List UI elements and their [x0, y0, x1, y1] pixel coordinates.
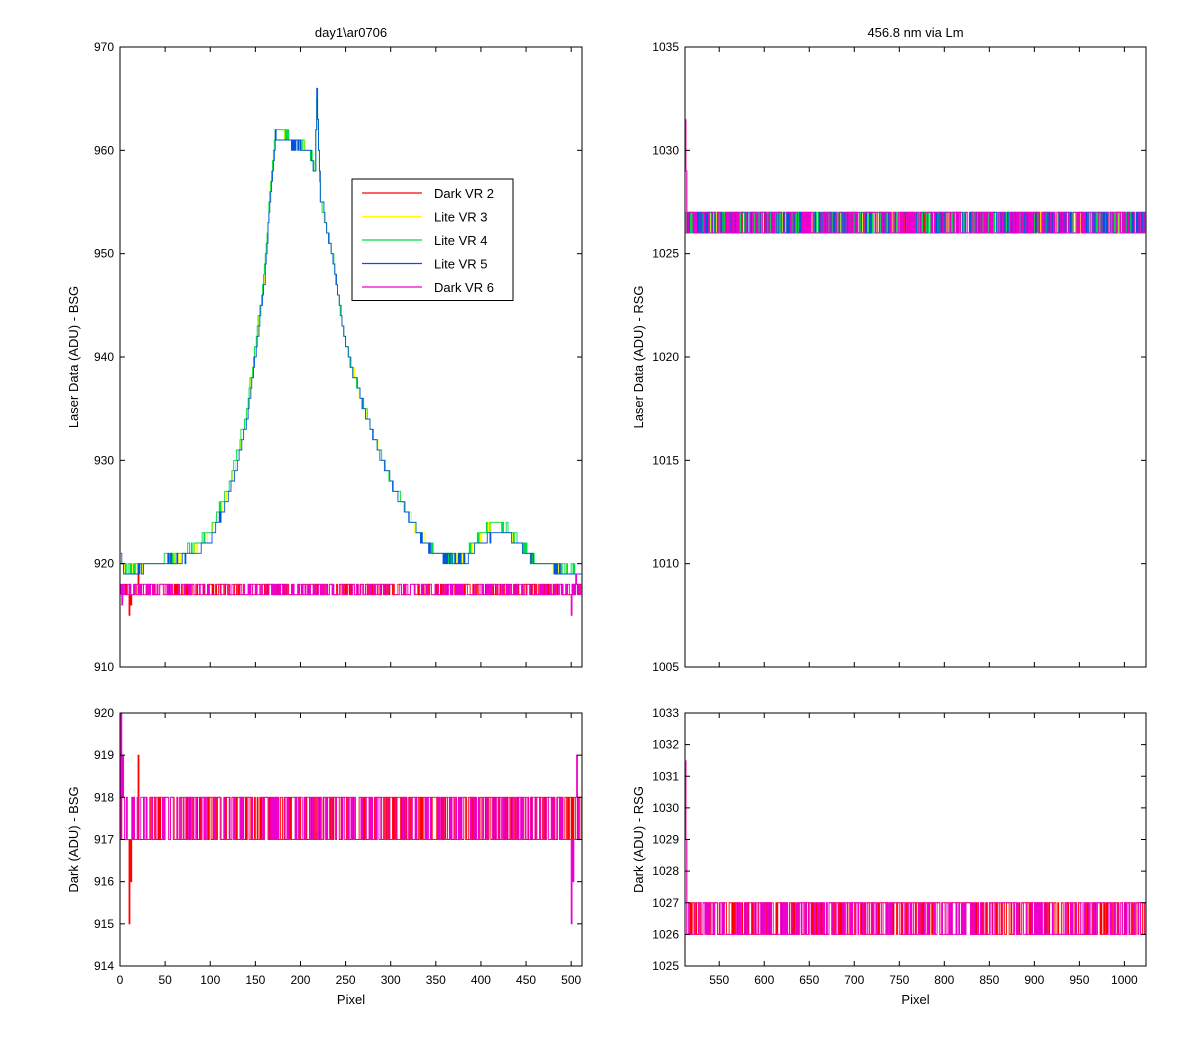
x-axis-label: Pixel [901, 992, 929, 1007]
y-tick-label: 918 [94, 790, 114, 804]
series-line-dark-vr-6 [685, 759, 1146, 935]
series-group [685, 118, 1146, 234]
legend-label-lite-vr-5: Lite VR 5 [434, 257, 487, 272]
legend-label-dark-vr-6: Dark VR 6 [434, 280, 494, 295]
x-tick-label: 550 [709, 973, 729, 987]
series-group [685, 759, 1146, 935]
x-tick-label: 900 [1024, 973, 1044, 987]
y-tick-label: 1025 [652, 959, 679, 973]
y-tick-label: 920 [94, 557, 114, 571]
x-tick-label: 300 [381, 973, 401, 987]
y-tick-label: 1026 [652, 927, 679, 941]
legend-label-lite-vr-3: Lite VR 3 [434, 210, 487, 225]
y-tick-label: 1027 [652, 896, 679, 910]
x-tick-label: 200 [290, 973, 310, 987]
chart-panel-bottom-right: 1025 1026 1027 1028 1029 1030 1031 1032 1033 550 6… [631, 706, 1147, 1007]
x-tick-label: 450 [516, 973, 536, 987]
series-line-dark-vr-6 [120, 713, 582, 925]
series-line-dark-vr-6 [685, 118, 1146, 234]
x-tick-label: 850 [979, 973, 999, 987]
y-tick-label: 970 [94, 40, 114, 54]
x-tick-label: 250 [336, 973, 356, 987]
y-tick-label: 1029 [652, 833, 679, 847]
y-tick-label: 940 [94, 350, 114, 364]
x-tick-label: 100 [200, 973, 220, 987]
y-tick-label: 1028 [652, 864, 679, 878]
y-tick-label: 916 [94, 875, 114, 889]
plot-area [684, 46, 1147, 668]
x-tick-label: 800 [934, 973, 954, 987]
y-tick-label: 1025 [652, 247, 679, 261]
y-tick-label: 1035 [652, 40, 679, 54]
y-tick-label: 1031 [652, 769, 679, 783]
series-group [120, 713, 582, 925]
y-tick-label: 1030 [652, 801, 679, 815]
x-tick-label: 600 [754, 973, 774, 987]
y-tick-label: 1020 [652, 350, 679, 364]
y-tick-label: 1033 [652, 706, 679, 720]
chart-panel-bottom-left: 914 915 916 917 918 919 920 0 50 100 150 200 250 300 3… [66, 706, 583, 1007]
y-tick-label: 914 [94, 959, 114, 973]
chart-title: day1\ar0706 [315, 25, 387, 40]
series-line-lite-vr-5 [120, 87, 582, 575]
y-axis-label: Dark (ADU) - RSG [631, 786, 646, 893]
y-tick-label: 920 [94, 706, 114, 720]
x-tick-label: 950 [1069, 973, 1089, 987]
series-line-dark-vr-6 [120, 573, 582, 616]
x-tick-label: 750 [889, 973, 909, 987]
y-axis-label: Laser Data (ADU) - RSG [631, 285, 646, 428]
x-tick-label: 500 [561, 973, 581, 987]
x-tick-label: 50 [158, 973, 172, 987]
legend-label-dark-vr-2: Dark VR 2 [434, 186, 494, 201]
chart-panel-top-left: 910 920 930 940 950 960 970 day1\ar0706 Laser Da… [66, 25, 583, 674]
y-tick-label: 1005 [652, 660, 679, 674]
x-tick-label: 400 [471, 973, 491, 987]
y-axis-label: Laser Data (ADU) - BSG [66, 286, 81, 428]
y-tick-label: 960 [94, 143, 114, 157]
series-line-dark-vr-2 [685, 759, 1146, 935]
y-tick-label: 919 [94, 748, 114, 762]
y-tick-label: 915 [94, 917, 114, 931]
y-tick-label: 1010 [652, 557, 679, 571]
legend: Dark VR 2 Lite VR 3 Lite VR 4 Lite VR 5 Dark… [351, 178, 514, 301]
y-tick-label: 950 [94, 247, 114, 261]
x-tick-label: 650 [799, 973, 819, 987]
x-tick-label: 700 [844, 973, 864, 987]
x-tick-label: 350 [426, 973, 446, 987]
x-tick-label: 150 [245, 973, 265, 987]
x-tick-label: 0 [117, 973, 124, 987]
y-tick-label: 1032 [652, 738, 679, 752]
y-tick-label: 1030 [652, 143, 679, 157]
chart-panel-top-right: 1005 1010 1015 1020 1025 1030 1035 456.8 nm via… [631, 25, 1147, 674]
y-tick-label: 917 [94, 833, 114, 847]
x-tick-label: 1000 [1111, 973, 1138, 987]
x-axis-label: Pixel [337, 992, 365, 1007]
legend-label-lite-vr-4: Lite VR 4 [434, 233, 487, 248]
chart-title: 456.8 nm via Lm [867, 25, 963, 40]
y-tick-label: 910 [94, 660, 114, 674]
y-tick-label: 930 [94, 453, 114, 467]
series-group [120, 87, 582, 616]
y-tick-label: 1015 [652, 453, 679, 467]
y-axis-label: Dark (ADU) - BSG [66, 786, 81, 892]
